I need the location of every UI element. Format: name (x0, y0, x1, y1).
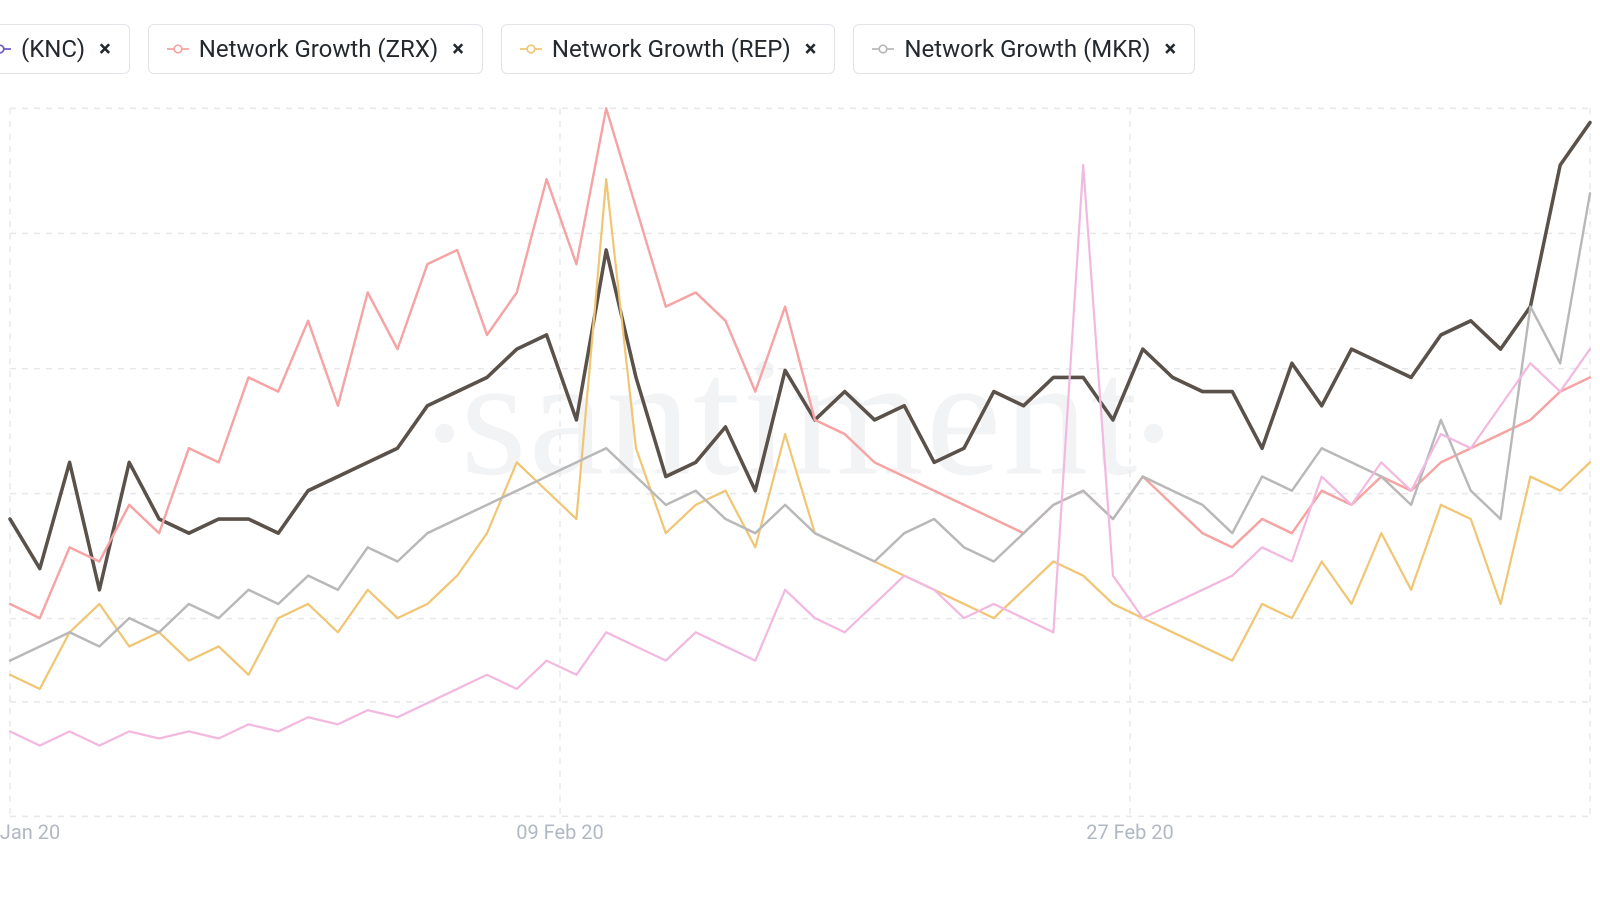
filter-label: Network Growth (ZRX) (199, 35, 438, 63)
filter-row: (KNC)×Network Growth (ZRX)×Network Growt… (0, 0, 1600, 98)
series-marker-icon (0, 38, 11, 60)
filter-label: (KNC) (21, 35, 85, 63)
x-tick-label: Jan 20 (0, 820, 60, 844)
series-marker-icon (872, 38, 894, 60)
series-rep-yellow (10, 179, 1590, 689)
x-axis: Jan 20 09 Feb 20 27 Feb 20 (0, 820, 1600, 850)
chart-area: •santiment• Jan 2009 Feb 2027 Feb 20 (0, 98, 1600, 858)
series-mkr-gray (10, 193, 1590, 660)
close-icon[interactable]: × (99, 37, 111, 62)
series-marker-icon (520, 38, 542, 60)
filter-pill-0[interactable]: (KNC) × (0, 24, 130, 74)
app-root: (KNC)×Network Growth (ZRX)×Network Growt… (0, 0, 1600, 900)
filter-pill-3[interactable]: Network Growth (MKR) × (853, 24, 1195, 74)
filter-pill-2[interactable]: Network Growth (REP) × (501, 24, 836, 74)
close-icon[interactable]: × (452, 37, 464, 62)
series-marker-icon (167, 38, 189, 60)
close-icon[interactable]: × (1164, 37, 1176, 62)
series-pink-light (10, 165, 1590, 746)
x-tick-label: 09 Feb 20 (516, 820, 604, 844)
filter-label: Network Growth (MKR) (904, 35, 1150, 63)
line-chart (0, 98, 1600, 858)
x-tick-label: 27 Feb 20 (1086, 820, 1174, 844)
filter-pill-1[interactable]: Network Growth (ZRX) × (148, 24, 483, 74)
close-icon[interactable]: × (805, 37, 817, 62)
filter-label: Network Growth (REP) (552, 35, 791, 63)
series-zrx-pink (10, 108, 1590, 618)
